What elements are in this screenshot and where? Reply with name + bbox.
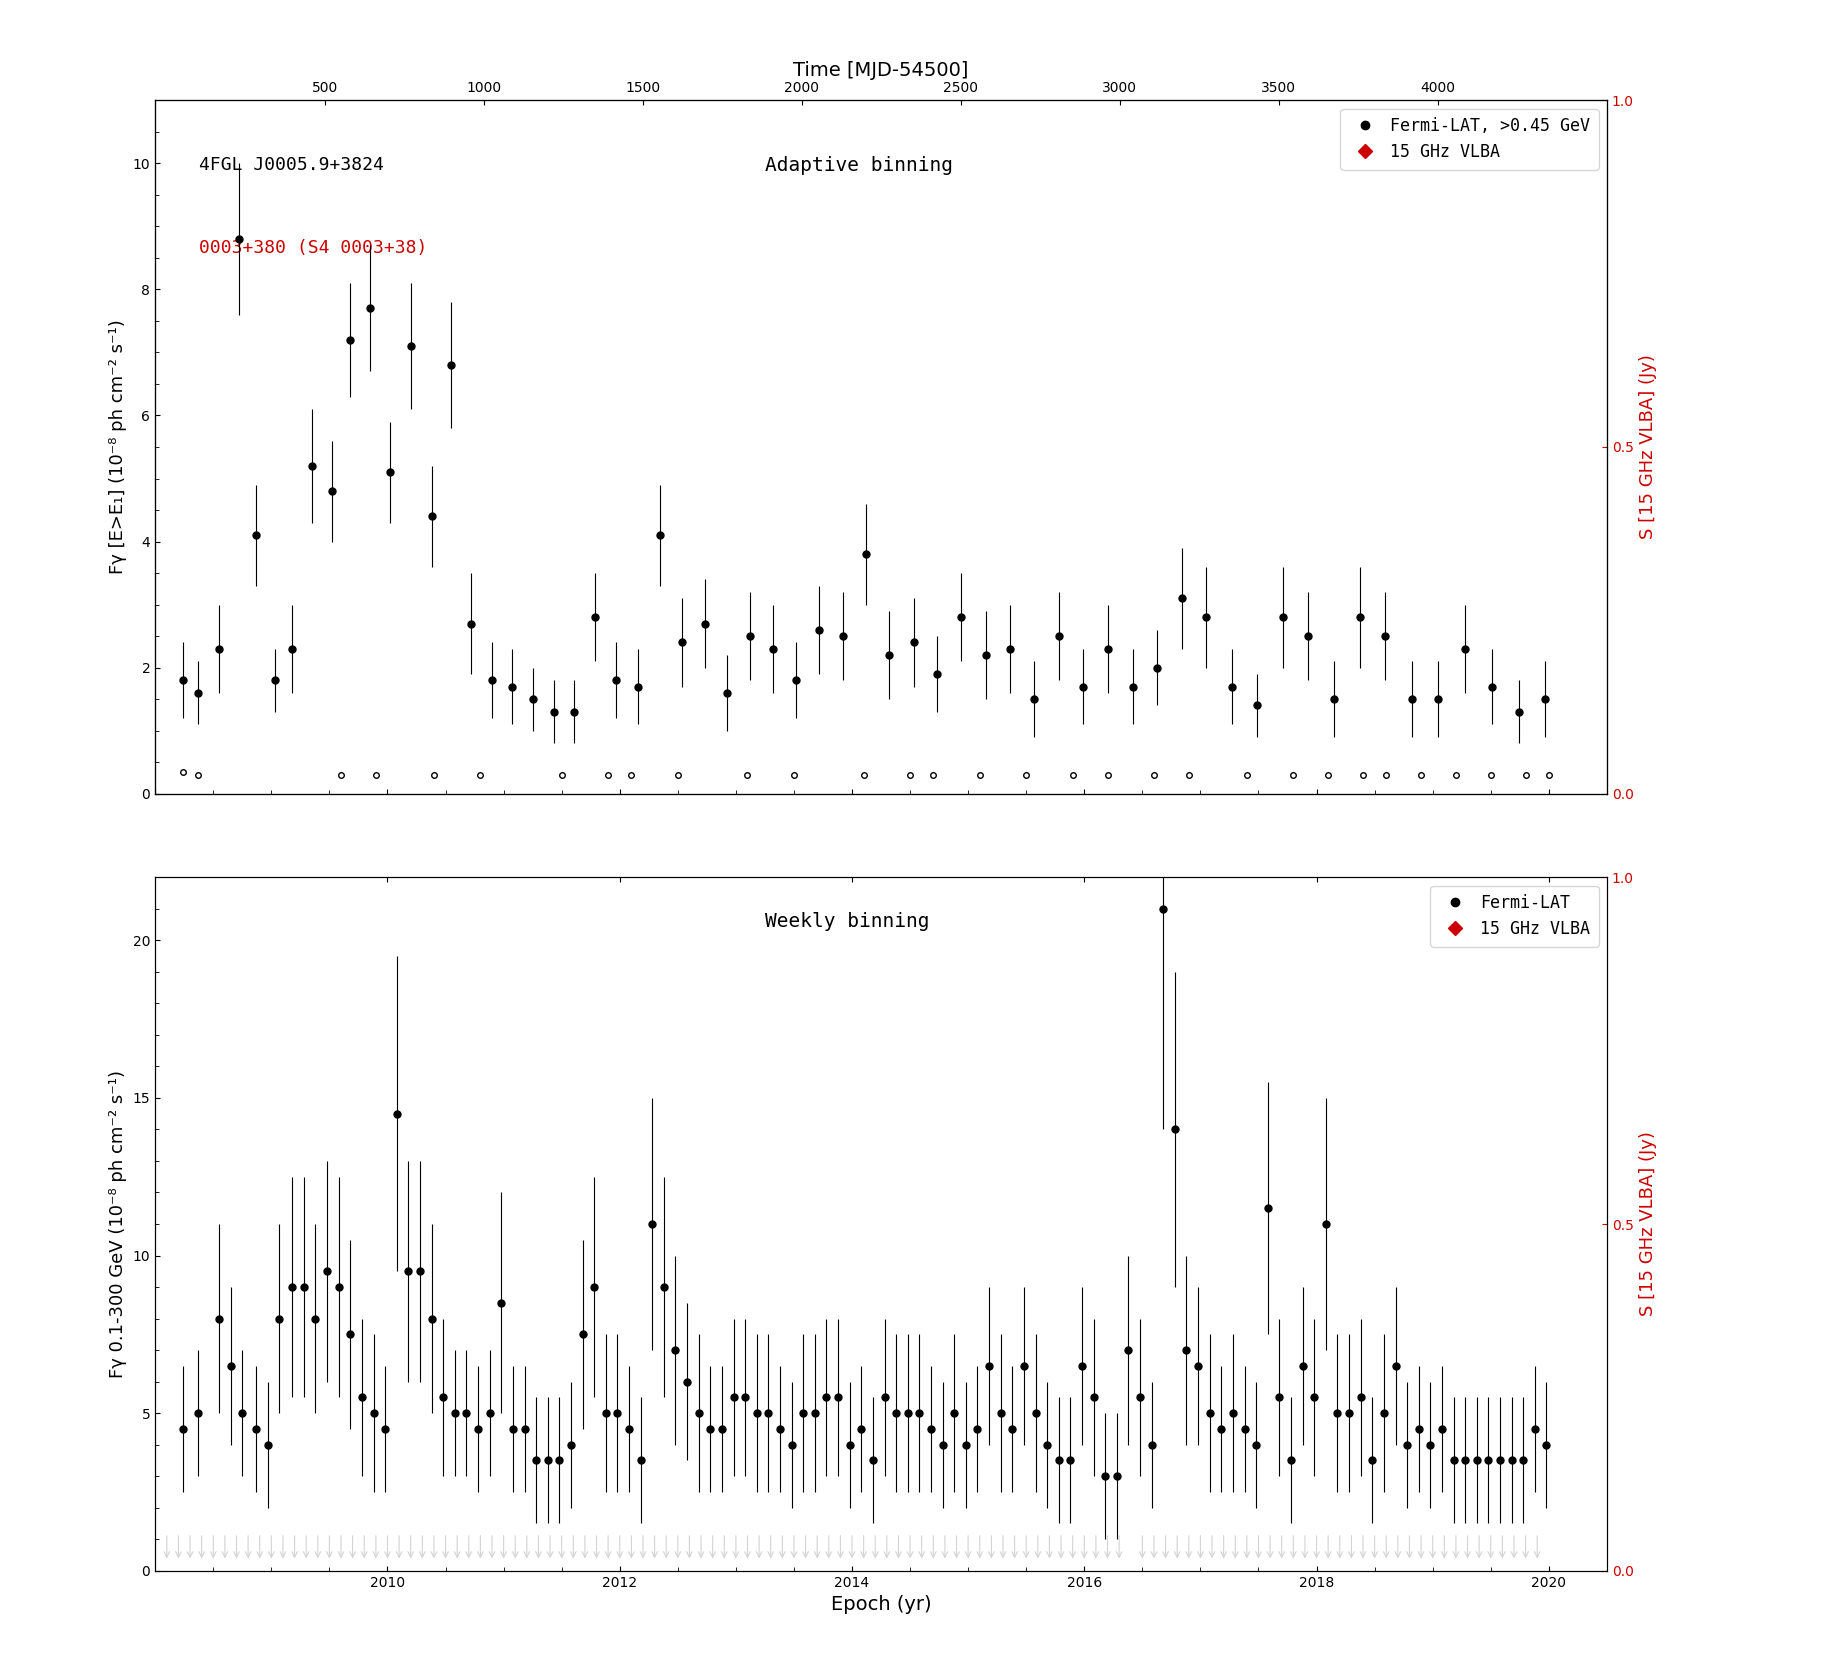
Y-axis label: S [15 GHz VLBA] (Jy): S [15 GHz VLBA] (Jy) (1640, 1131, 1658, 1317)
Legend: Fermi-LAT, 15 GHz VLBA: Fermi-LAT, 15 GHz VLBA (1430, 886, 1598, 946)
Text: Adaptive binning: Adaptive binning (765, 155, 953, 175)
Y-axis label: Fγ 0.1-300 GeV (10⁻⁸ ph cm⁻² s⁻¹): Fγ 0.1-300 GeV (10⁻⁸ ph cm⁻² s⁻¹) (110, 1069, 128, 1379)
Legend: Fermi-LAT, >0.45 GeV, 15 GHz VLBA: Fermi-LAT, >0.45 GeV, 15 GHz VLBA (1340, 109, 1598, 169)
Y-axis label: S [15 GHz VLBA] (Jy): S [15 GHz VLBA] (Jy) (1640, 354, 1658, 540)
X-axis label: Time [MJD-54500]: Time [MJD-54500] (792, 60, 970, 80)
Text: Weekly binning: Weekly binning (765, 912, 929, 931)
Y-axis label: Fγ [E>E₁] (10⁻⁸ ph cm⁻² s⁻¹): Fγ [E>E₁] (10⁻⁸ ph cm⁻² s⁻¹) (110, 319, 128, 575)
X-axis label: Epoch (yr): Epoch (yr) (831, 1596, 931, 1614)
Text: 0003+380 (S4 0003+38): 0003+380 (S4 0003+38) (199, 239, 427, 257)
Text: 4FGL J0005.9+3824: 4FGL J0005.9+3824 (199, 155, 383, 174)
